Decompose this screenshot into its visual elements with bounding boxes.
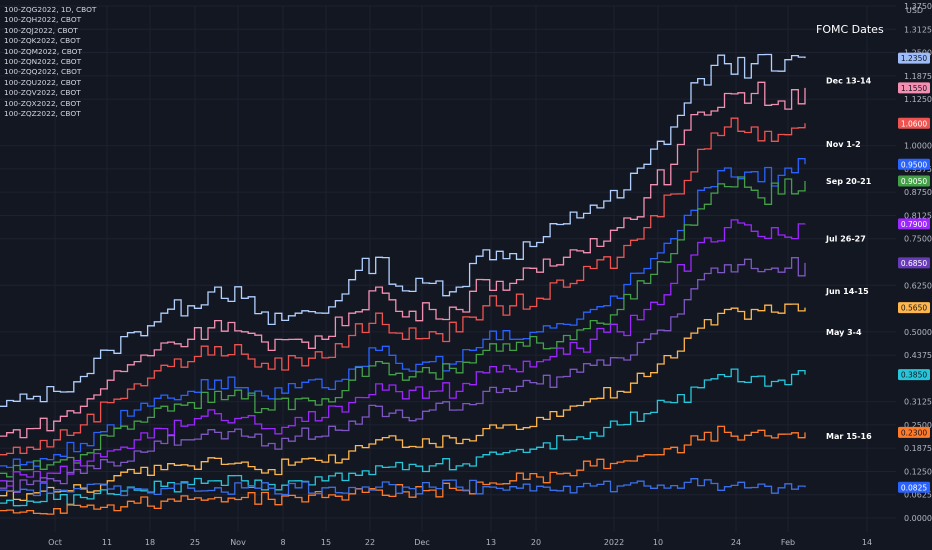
last-value-badge [898, 158, 930, 170]
x-tick-label: 22 [365, 538, 375, 547]
y-tick-label: 1.0000 [904, 142, 932, 151]
x-tick-label: Feb [781, 538, 795, 547]
last-value-badge [898, 52, 930, 64]
event-labels: Dec 13-14 Nov 1-2 Sep 20-21 Jul 26-27 Jun 14… [825, 76, 872, 441]
last-value-text: 0.2300 [901, 428, 927, 437]
legend-item[interactable]: 100-ZQH2022, CBOT [4, 15, 82, 25]
legend-item[interactable]: 100-ZQG2022, 1D, CBOT [4, 5, 97, 14]
legend-item[interactable]: 100-ZQX2022, CBOT [4, 98, 81, 108]
y-tick-label: 0.8125 [904, 211, 932, 220]
x-axis[interactable]: Oct 11 18 25 Nov 8 15 22 Dec 13 20 2022 10 24 Feb 14 [48, 538, 872, 547]
fomc-event-label: Jun 14-15 [825, 287, 869, 296]
legend-item[interactable]: 100-ZQQ2022, CBOT [4, 67, 82, 77]
y-tick-label: 0.4375 [904, 351, 932, 360]
last-value-badge [898, 302, 930, 314]
last-value-badge [898, 369, 930, 381]
x-tick-label: Dec [414, 538, 429, 547]
y-tick-label: 1.3750 [904, 2, 932, 11]
last-value-badge [898, 218, 930, 230]
x-tick-label: Oct [48, 538, 62, 547]
y-tick-label: 0.0000 [904, 514, 932, 523]
y-tick-label: 0.6250 [904, 281, 932, 290]
last-value-text: 1.1550 [901, 84, 927, 93]
x-tick-label: 14 [862, 538, 872, 547]
x-tick-label: 13 [486, 538, 496, 547]
y-tick-label: 0.2500 [904, 421, 932, 430]
fomc-event-label: Jul 26-27 [825, 235, 866, 244]
x-tick-label: 10 [653, 538, 663, 547]
series-line [0, 117, 806, 456]
series-line [0, 158, 806, 469]
last-value-badge [898, 481, 930, 493]
series-group [0, 53, 806, 515]
last-value-text: 0.9050 [901, 177, 927, 186]
legend-item[interactable]: 100-ZQJ2022, CBOT [4, 25, 78, 35]
y-tick-label: 0.8750 [904, 188, 932, 197]
series-line [0, 303, 806, 502]
series-line [0, 368, 806, 507]
last-value-badge [898, 82, 930, 94]
series-line [0, 257, 806, 493]
y-tick-label: 0.5000 [904, 328, 932, 337]
y-tick-label: 0.0625 [904, 491, 932, 500]
x-tick-label: 2022 [604, 538, 624, 547]
last-value-badge [898, 117, 930, 129]
legend-item[interactable]: 100-ZQN2022, CBOT [4, 57, 82, 67]
currency-label: USD [906, 6, 923, 15]
legend-item[interactable]: 100-ZQU2022, CBOT [4, 77, 82, 87]
last-value-text: 1.0600 [901, 119, 927, 128]
fomc-event-label: Sep 20-21 [826, 177, 872, 186]
fomc-event-label: Mar 15-16 [826, 432, 872, 441]
last-value-badge [898, 175, 930, 187]
legend-item[interactable]: 100-ZQK2022, CBOT [4, 36, 81, 46]
last-value-text: 0.6850 [901, 259, 927, 268]
y-tick-label: 0.3125 [904, 398, 932, 407]
last-value-badge [898, 426, 930, 438]
x-tick-label: 18 [145, 538, 155, 547]
y-tick-label: 0.7500 [904, 235, 932, 244]
y-tick-label: 1.1250 [904, 95, 932, 104]
last-value-badges: 1.2350 1.1550 1.0600 0.9500 0.9050 0.7900 0.68… [898, 52, 930, 493]
last-value-text: 0.9500 [901, 160, 927, 169]
y-tick-label: 0.1250 [904, 467, 932, 476]
x-tick-label: Nov [230, 538, 246, 547]
x-tick-label: 20 [531, 538, 541, 547]
fomc-event-label: May 3-4 [826, 328, 862, 337]
last-value-text: 0.3850 [901, 371, 927, 380]
series-line [0, 81, 806, 439]
chart-title: FOMC Dates [816, 23, 884, 36]
last-value-text: 0.0825 [901, 483, 927, 492]
last-value-badge [898, 257, 930, 269]
last-value-text: 1.2350 [901, 54, 927, 63]
last-value-text: 0.7900 [901, 220, 927, 229]
x-tick-label: 15 [321, 538, 331, 547]
legend-item[interactable]: 100-ZQM2022, CBOT [4, 46, 82, 56]
x-tick-label: 24 [731, 538, 741, 547]
x-tick-label: 11 [102, 538, 112, 547]
legend-item[interactable]: 100-ZQZ2022, CBOT [4, 109, 81, 119]
legend-item[interactable]: 100-ZQV2022, CBOT [4, 88, 81, 98]
y-tick-label: 1.1875 [904, 72, 932, 81]
last-value-text: 0.5650 [901, 304, 927, 313]
x-tick-label: 8 [280, 538, 285, 547]
y-tick-label: 1.3125 [904, 25, 932, 34]
series-line [0, 53, 806, 407]
series-line [0, 176, 806, 478]
fomc-event-label: Nov 1-2 [826, 140, 861, 149]
y-tick-label: 0.1875 [904, 444, 932, 453]
series-line [0, 219, 806, 487]
x-tick-label: 25 [190, 538, 200, 547]
series-line [0, 478, 806, 497]
symbol-legend: 100-ZQG2022, 1D, CBOT 100-ZQH2022, CBOT 10… [4, 5, 96, 119]
fomc-event-label: Dec 13-14 [826, 76, 872, 85]
